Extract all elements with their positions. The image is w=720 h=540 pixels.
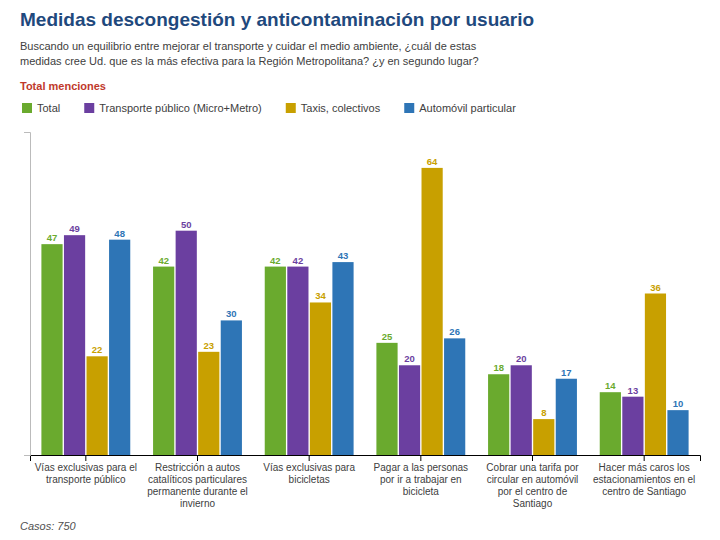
- x-tick-label: Vías exclusivas para eltransporte públic…: [35, 462, 137, 485]
- legend-swatch: [22, 103, 32, 113]
- x-tick: Restricción a autoscatalíticos particula…: [147, 455, 248, 509]
- plot: 47 42 42 25 18 14 49 50 42 20 20 13 22 23 34 64 8 36 48 30 4…: [24, 133, 701, 510]
- data-label: 10: [673, 398, 684, 409]
- legend-label: Total: [37, 102, 60, 114]
- chart-svg: Medidas descongestión y anticontaminació…: [0, 0, 720, 540]
- data-label: 14: [605, 380, 616, 391]
- data-labels: 47 42 42 25 18 14 49 50 42 20 20 13 22 23 34 64 8 36 48 30 4…: [47, 156, 684, 418]
- x-tick-mark: [532, 455, 533, 461]
- data-label: 30: [226, 308, 237, 319]
- x-tick-label: Hacer más caros losestacionamientos en e…: [593, 462, 695, 497]
- subtitle: Buscando un equilibrio entre mejorar el …: [20, 40, 479, 67]
- x-tick-mark: [197, 455, 198, 461]
- bar: [198, 352, 219, 455]
- data-label: 42: [158, 255, 169, 266]
- y-axis-line: [24, 133, 31, 456]
- x-tick-mark: [644, 455, 645, 461]
- legend-swatch: [404, 103, 414, 113]
- bar: [87, 356, 108, 455]
- data-label: 17: [561, 367, 572, 378]
- bar: [221, 320, 242, 455]
- annotation: Casos: 750: [20, 520, 77, 532]
- x-tick-mark: [85, 455, 86, 461]
- bar: [422, 168, 443, 455]
- bar: [109, 240, 130, 455]
- title: Medidas descongestión y anticontaminació…: [20, 9, 534, 30]
- x-axis-line: [31, 456, 701, 462]
- legend-item: Taxis, colectivos: [286, 102, 381, 114]
- legend: Total Transporte público (Micro+Metro) Tax…: [22, 102, 516, 114]
- legend-label: Transporte público (Micro+Metro): [99, 102, 262, 114]
- legend-swatch: [84, 103, 94, 113]
- x-tick-label: Restricción a autoscatalíticos particula…: [147, 462, 248, 509]
- y-axis: [24, 133, 31, 456]
- bar: [600, 392, 621, 455]
- data-label: 13: [628, 385, 639, 396]
- x-tick: Vías exclusivas para eltransporte públic…: [35, 455, 137, 485]
- bar: [622, 397, 643, 455]
- legend-label: Taxis, colectivos: [301, 102, 381, 114]
- x-tick: Cobrar una tarifa porcircular en automóv…: [486, 455, 579, 509]
- data-label: 20: [404, 353, 415, 364]
- data-label: 23: [203, 340, 214, 351]
- bar: [41, 244, 62, 455]
- data-label: 34: [315, 290, 326, 301]
- bar: [332, 262, 353, 455]
- bar: [265, 267, 286, 455]
- bar: [511, 365, 532, 455]
- bar: [533, 419, 554, 455]
- bar: [310, 302, 331, 455]
- data-label: 20: [516, 353, 527, 364]
- bar: [153, 267, 174, 455]
- bar: [444, 338, 465, 455]
- bar: [64, 235, 85, 455]
- data-label: 47: [47, 232, 58, 243]
- bar: [488, 374, 509, 455]
- x-tick-mark: [309, 455, 310, 461]
- data-label: 50: [181, 219, 192, 230]
- legend-item: Transporte público (Micro+Metro): [84, 102, 262, 114]
- x-tick-label: Pagar a las personaspor ir a trabajar en…: [374, 462, 469, 497]
- x-tick: Pagar a las personaspor ir a trabajar en…: [374, 455, 469, 497]
- x-tick-label: Cobrar una tarifa porcircular en automóv…: [486, 462, 579, 509]
- bar: [287, 267, 308, 455]
- data-label: 36: [650, 282, 661, 293]
- data-label: 42: [293, 255, 304, 266]
- bar: [176, 231, 197, 455]
- legend-item: Total: [22, 102, 60, 114]
- bar: [667, 410, 688, 455]
- data-label: 22: [92, 344, 103, 355]
- bars: [41, 168, 688, 455]
- data-label: 26: [449, 326, 460, 337]
- x-tick-mark: [420, 455, 421, 461]
- x-axis: Vías exclusivas para eltransporte públic…: [31, 455, 701, 509]
- legend-item: Automóvil particular: [404, 102, 516, 114]
- data-label: 25: [382, 331, 393, 342]
- annotation: Total menciones: [20, 80, 106, 92]
- bar: [645, 294, 666, 456]
- data-label: 43: [338, 250, 349, 261]
- data-label: 42: [270, 255, 281, 266]
- x-tick: Hacer más caros losestacionamientos en e…: [593, 455, 695, 497]
- data-label: 18: [493, 362, 504, 373]
- bar: [556, 379, 577, 455]
- data-label: 48: [114, 228, 125, 239]
- legend-label: Automóvil particular: [419, 102, 516, 114]
- data-label: 8: [541, 407, 546, 418]
- bar: [376, 343, 397, 455]
- x-tick-label: Vías exclusivas parabicicletas: [263, 462, 355, 485]
- x-tick: Vías exclusivas parabicicletas: [263, 455, 355, 485]
- data-label: 64: [427, 156, 438, 167]
- legend-swatch: [286, 103, 296, 113]
- bar: [399, 365, 420, 455]
- data-label: 49: [69, 223, 80, 234]
